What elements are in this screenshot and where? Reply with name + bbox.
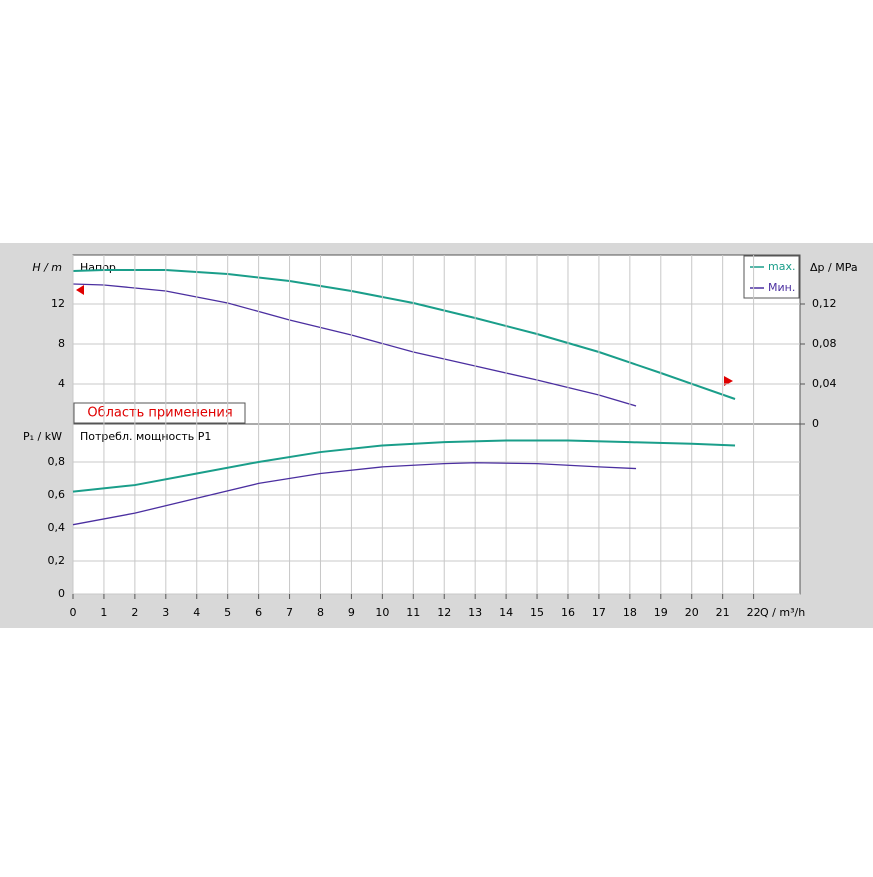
x-tick-label: 9 [348,606,355,619]
x-tick-label: 5 [224,606,231,619]
series-line [72,462,637,526]
y2-tick-label: 0,04 [812,377,837,390]
x-tick-label: 2 [131,606,138,619]
marker [76,285,84,295]
y-tick-label: 0,2 [48,554,66,567]
x-tick-label: 4 [193,606,200,619]
x-tick-label: 0 [70,606,77,619]
x-tick-label: 15 [530,606,544,619]
x-tick-label: 1 [100,606,107,619]
x-tick-label: 7 [286,606,293,619]
y-tick-label: 12 [51,297,65,310]
x-axis-label: Q / m³/h [760,606,805,619]
x-tick-label: 11 [406,606,420,619]
x-tick-label: 16 [561,606,575,619]
x-tick-label: 14 [499,606,513,619]
y2-tick-label: 0 [812,417,819,430]
x-tick-label: 17 [592,606,606,619]
y-tick-label: 0,8 [48,455,66,468]
x-tick-label: 18 [623,606,637,619]
x-tick-label: 19 [654,606,668,619]
x-tick-label: 21 [716,606,730,619]
y-tick-label: 0,6 [48,488,66,501]
x-tick-label: 22 [747,606,761,619]
x-tick-label: 6 [255,606,262,619]
y-tick-label: 0,4 [48,521,66,534]
legend-label: max. [768,260,795,273]
y-axis-label: H / m [32,261,62,274]
band-label: Область применения [87,406,232,421]
y-tick-label: 8 [58,337,65,350]
y2-tick-label: 0,12 [812,297,837,310]
legend-label: Мин. [768,281,795,294]
y-tick-label: 0 [58,587,65,600]
x-tick-label: 12 [437,606,451,619]
y2-axis-label: Δp / MPa [810,261,858,274]
band-box [73,402,246,424]
panel-title: Напор [80,261,116,274]
y-tick-label: 4 [58,377,65,390]
series-line [72,439,736,493]
x-tick-label: 3 [162,606,169,619]
x-tick-label: 8 [317,606,324,619]
panel-title: Потребл. мощность P1 [80,430,211,443]
y-axis-label: P₁ / kW [23,430,62,443]
y2-tick-label: 0,08 [812,337,837,350]
x-tick-label: 20 [685,606,699,619]
x-tick-label: 10 [375,606,389,619]
x-tick-label: 13 [468,606,482,619]
